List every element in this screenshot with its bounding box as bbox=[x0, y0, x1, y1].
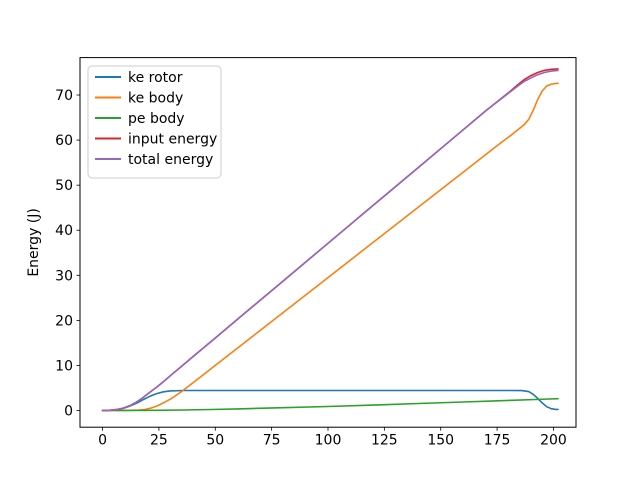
y-tick-label: 20 bbox=[55, 313, 73, 329]
x-tick-label: 50 bbox=[206, 433, 224, 449]
y-tick-label: 50 bbox=[55, 178, 73, 194]
series-line-pe-body bbox=[101, 397, 559, 412]
x-tick-label: 100 bbox=[315, 433, 342, 449]
x-tick-label: 125 bbox=[371, 433, 398, 449]
y-tick-label: 30 bbox=[55, 268, 73, 284]
y-tick-label: 0 bbox=[64, 404, 73, 420]
x-tick-label: 75 bbox=[263, 433, 281, 449]
x-tick-label: 25 bbox=[150, 433, 168, 449]
x-tick-label: 175 bbox=[484, 433, 511, 449]
series-line-total-energy bbox=[101, 69, 559, 412]
y-tick-label: 70 bbox=[55, 88, 73, 104]
y-tick-label: 10 bbox=[55, 358, 73, 374]
x-tick-label: 150 bbox=[427, 433, 454, 449]
x-tick-label: 0 bbox=[98, 433, 107, 449]
series-line-ke-body bbox=[101, 82, 559, 412]
legend-label-input-energy: input energy bbox=[128, 132, 217, 148]
y-tick-label: 40 bbox=[55, 223, 73, 239]
legend-label-ke-rotor: ke rotor bbox=[128, 70, 183, 86]
legend-label-ke-body: ke body bbox=[128, 91, 183, 107]
x-tick-label: 200 bbox=[540, 433, 567, 449]
legend-label-pe-body: pe body bbox=[128, 111, 185, 127]
legend-label-total-energy: total energy bbox=[128, 152, 213, 168]
legend-box bbox=[87, 65, 222, 179]
y-axis-label: Energy (J) bbox=[26, 208, 42, 277]
axes-spines bbox=[79, 57, 577, 428]
y-tick-label: 60 bbox=[55, 133, 73, 149]
